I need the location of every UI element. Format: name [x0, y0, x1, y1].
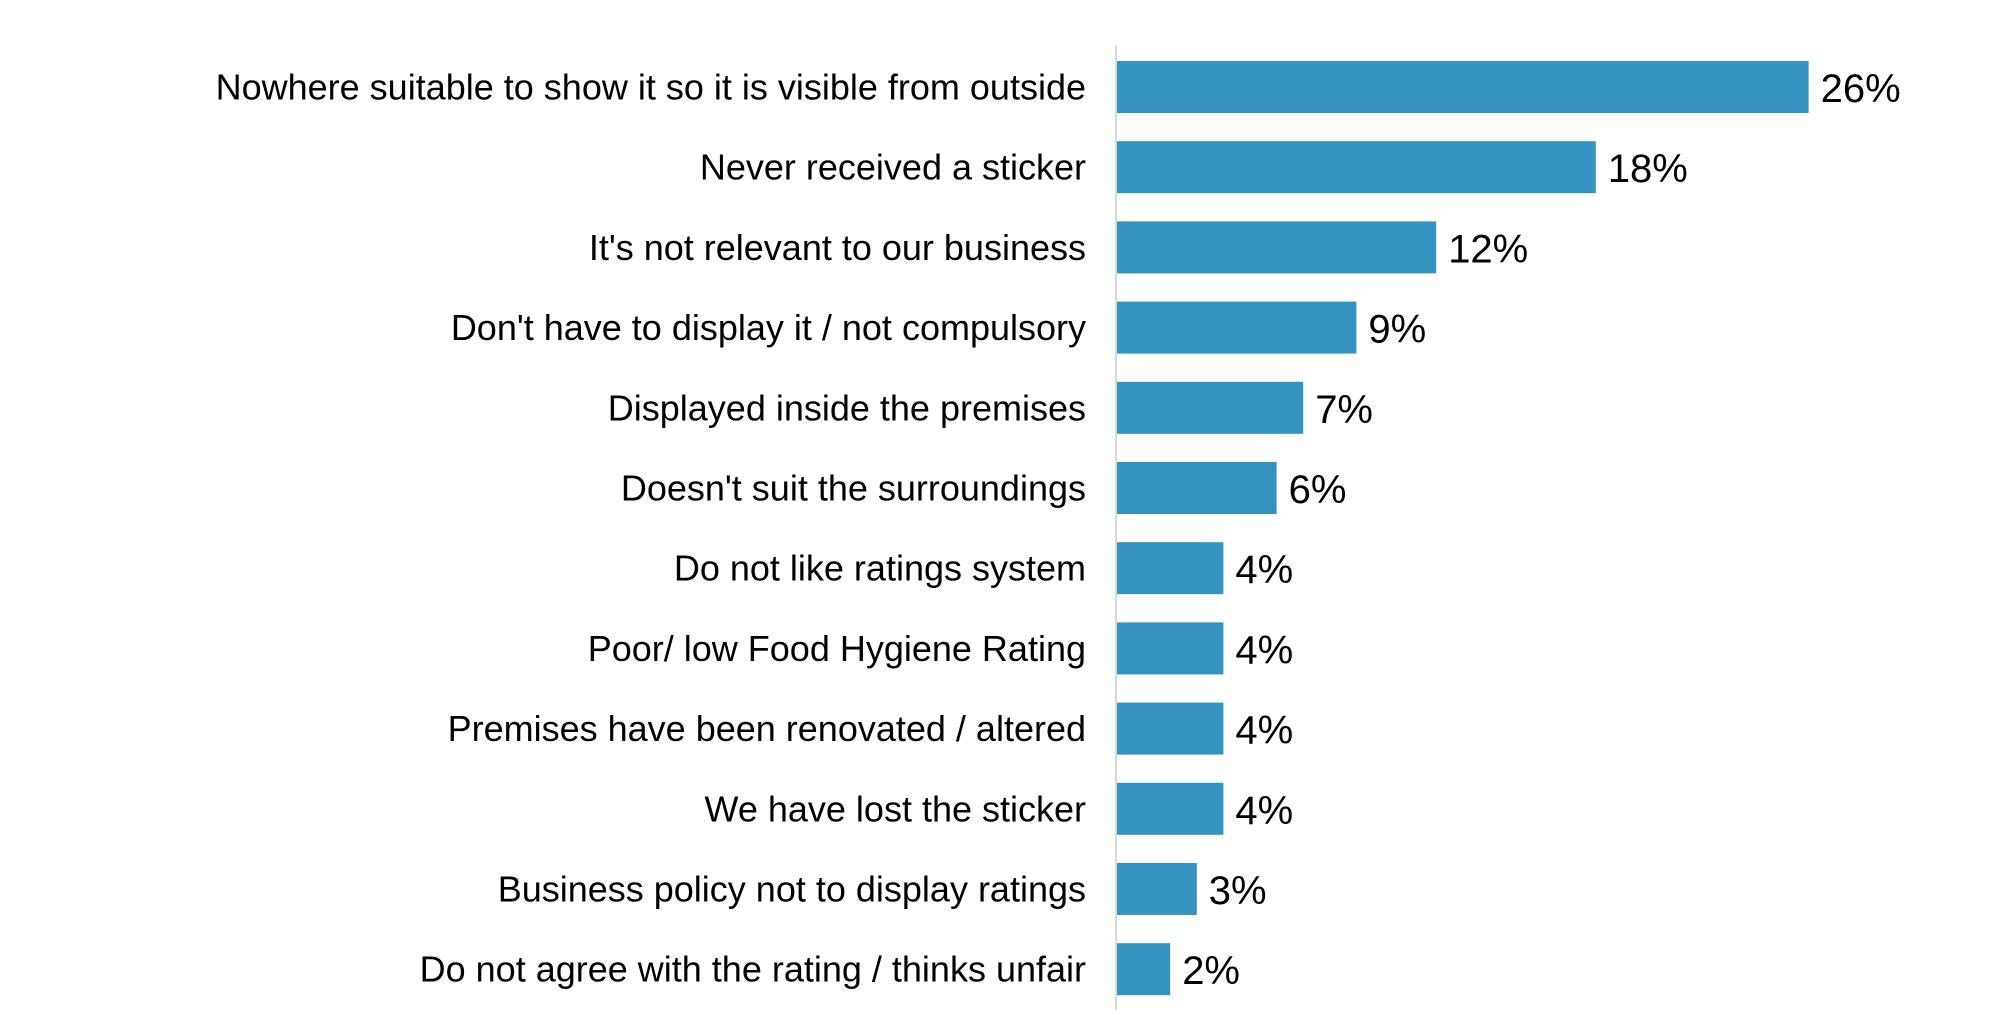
bar — [1117, 221, 1437, 274]
category-label: Premises have been renovated / altered — [448, 708, 1086, 749]
bar — [1117, 622, 1224, 675]
category-label: Don't have to display it / not compulsor… — [451, 307, 1086, 348]
category-label: Business policy not to display ratings — [498, 869, 1086, 910]
bar — [1117, 462, 1277, 514]
data-label: 4% — [1235, 628, 1293, 672]
data-label: 18% — [1608, 147, 1688, 191]
bar — [1117, 702, 1224, 755]
bar — [1117, 141, 1596, 194]
category-label: It's not relevant to our business — [589, 227, 1086, 268]
data-label: 2% — [1182, 949, 1240, 993]
bar — [1117, 61, 1809, 113]
data-label: 7% — [1315, 388, 1373, 432]
data-label: 3% — [1209, 869, 1267, 913]
bar — [1117, 542, 1224, 595]
category-labels-layer: Nowhere suitable to show it so it is vis… — [216, 67, 1086, 990]
data-label: 4% — [1235, 789, 1293, 833]
category-label: Doesn't suit the surroundings — [621, 468, 1086, 509]
value-labels-layer: 26% 18% 12% 9% 7% 6% 4% 4% 4% 4% 3% 2% — [1182, 67, 1900, 993]
data-label: 12% — [1448, 227, 1528, 271]
category-label: We have lost the sticker — [705, 788, 1087, 829]
category-label: Displayed inside the premises — [608, 387, 1086, 428]
bar — [1117, 381, 1304, 434]
category-label: Do not like ratings system — [674, 548, 1086, 589]
category-label: Never received a sticker — [700, 147, 1086, 188]
data-label: 26% — [1821, 67, 1901, 111]
data-label: 6% — [1289, 468, 1347, 512]
data-label: 4% — [1235, 709, 1293, 753]
bar — [1117, 943, 1171, 996]
category-label: Do not agree with the rating / thinks un… — [420, 949, 1086, 990]
data-label: 9% — [1368, 308, 1426, 352]
category-label: Nowhere suitable to show it so it is vis… — [216, 67, 1086, 108]
bar — [1117, 782, 1224, 835]
data-label: 4% — [1235, 548, 1293, 592]
bar — [1117, 863, 1197, 915]
category-label: Poor/ low Food Hygiene Rating — [588, 628, 1086, 669]
bars-layer — [1117, 61, 1809, 996]
bar — [1117, 301, 1357, 354]
